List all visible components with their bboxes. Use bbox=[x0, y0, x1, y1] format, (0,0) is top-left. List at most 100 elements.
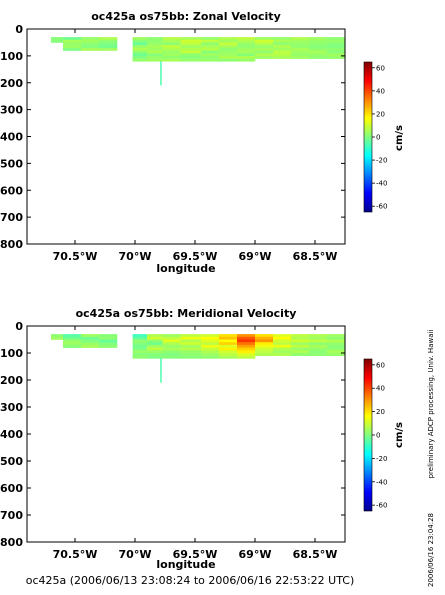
velocity-cell bbox=[162, 339, 181, 343]
velocity-cell bbox=[162, 45, 181, 49]
velocity-cell bbox=[237, 55, 256, 59]
velocity-cell bbox=[219, 339, 238, 343]
velocity-cell bbox=[201, 45, 220, 49]
velocity-cell bbox=[237, 334, 256, 338]
velocity-cell bbox=[162, 50, 181, 54]
velocity-cell bbox=[309, 344, 328, 348]
velocity-cell bbox=[327, 55, 345, 59]
velocity-cell bbox=[219, 55, 238, 59]
velocity-cell bbox=[255, 45, 274, 49]
velocity-cell bbox=[219, 353, 238, 356]
velocity-cell bbox=[219, 344, 238, 348]
colorbar-tick-label: 0 bbox=[376, 134, 380, 142]
velocity-cell bbox=[327, 45, 345, 49]
velocity-cell bbox=[63, 339, 82, 343]
velocity-cell bbox=[327, 339, 345, 343]
y-tick-label: 0 bbox=[15, 23, 23, 36]
velocity-cell bbox=[273, 37, 292, 41]
velocity-cell bbox=[201, 55, 220, 59]
velocity-cell bbox=[147, 50, 163, 54]
velocity-cell bbox=[132, 53, 148, 57]
x-axis-label: longitude bbox=[156, 262, 215, 275]
velocity-cell bbox=[273, 47, 292, 51]
velocity-cell bbox=[219, 342, 238, 346]
velocity-cell bbox=[162, 55, 181, 59]
velocity-cell bbox=[273, 45, 292, 49]
velocity-cell bbox=[81, 42, 100, 46]
velocity-cell bbox=[309, 39, 328, 43]
velocity-cell bbox=[273, 50, 292, 54]
colorbar-gradient bbox=[363, 358, 373, 512]
y-tick-label: 600 bbox=[0, 184, 23, 197]
x-axis: 70.5°W 70°W 69.5°W 69°W 68.5°W bbox=[53, 326, 337, 561]
velocity-cell bbox=[291, 37, 310, 41]
velocity-cell bbox=[201, 344, 220, 348]
velocity-cell bbox=[291, 42, 310, 46]
velocity-cell bbox=[291, 50, 310, 54]
velocity-cell bbox=[309, 37, 328, 41]
velocity-cell bbox=[99, 334, 118, 338]
processing-note: preliminary ADCP processing, Univ. Hawai… bbox=[427, 330, 435, 479]
velocity-cell bbox=[180, 37, 202, 41]
velocity-cell bbox=[162, 344, 181, 348]
velocity-cell bbox=[237, 58, 256, 62]
velocity-cell bbox=[201, 58, 220, 62]
velocity-cell bbox=[219, 336, 238, 340]
velocity-cell bbox=[255, 344, 274, 348]
velocity-cell bbox=[147, 350, 163, 354]
velocity-cell bbox=[132, 50, 148, 54]
velocity-cell bbox=[147, 342, 163, 346]
velocity-cell bbox=[81, 47, 100, 51]
y-tick-label: 300 bbox=[0, 104, 23, 117]
velocity-cell bbox=[327, 336, 345, 340]
x-axis-label: longitude bbox=[156, 558, 215, 571]
velocity-cell bbox=[201, 353, 220, 356]
velocity-cell bbox=[237, 50, 256, 54]
velocity-cell bbox=[273, 53, 292, 57]
velocity-cell bbox=[63, 45, 82, 49]
velocity-cell bbox=[327, 50, 345, 54]
plot-area-data bbox=[51, 334, 345, 383]
velocity-cell bbox=[201, 50, 220, 54]
velocity-cell bbox=[309, 334, 328, 338]
velocity-cell bbox=[309, 45, 328, 49]
velocity-cell bbox=[99, 45, 118, 49]
velocity-cell bbox=[162, 342, 181, 346]
velocity-cell bbox=[180, 47, 202, 51]
velocity-cell bbox=[255, 342, 274, 346]
colorbar-tick-label: -40 bbox=[376, 478, 387, 486]
y-tick-label: 200 bbox=[0, 77, 23, 90]
colorbar-ticks: 60 40 20 0 -20 -40 -60 bbox=[372, 361, 387, 510]
velocity-cell bbox=[255, 47, 274, 51]
velocity-cell bbox=[81, 37, 100, 41]
colorbar-tick-label: 60 bbox=[376, 361, 385, 369]
velocity-cell bbox=[237, 45, 256, 49]
velocity-cell bbox=[255, 50, 274, 54]
velocity-cell bbox=[201, 39, 220, 43]
velocity-cell bbox=[201, 339, 220, 343]
colorbar-tick-label: 0 bbox=[376, 432, 380, 440]
velocity-cell bbox=[132, 58, 148, 62]
velocity-cell bbox=[180, 334, 202, 338]
velocity-cell bbox=[273, 336, 292, 340]
velocity-cell bbox=[201, 47, 220, 51]
velocity-cell bbox=[147, 39, 163, 43]
velocity-cell bbox=[147, 355, 163, 359]
y-tick-label: 400 bbox=[0, 131, 23, 144]
velocity-cell bbox=[162, 39, 181, 43]
velocity-cell bbox=[81, 334, 100, 338]
plot-area-data bbox=[51, 37, 345, 86]
velocity-cell bbox=[219, 355, 238, 359]
velocity-cell bbox=[63, 342, 82, 346]
velocity-cell bbox=[99, 39, 118, 43]
y-tick-label: 0 bbox=[15, 320, 23, 333]
velocity-cell bbox=[180, 339, 202, 343]
velocity-cell bbox=[237, 53, 256, 57]
velocity-cell bbox=[81, 339, 100, 343]
velocity-cell bbox=[237, 47, 256, 51]
velocity-cell bbox=[81, 45, 100, 49]
velocity-cell bbox=[201, 42, 220, 46]
velocity-cell bbox=[291, 334, 310, 338]
velocity-cell bbox=[291, 344, 310, 348]
